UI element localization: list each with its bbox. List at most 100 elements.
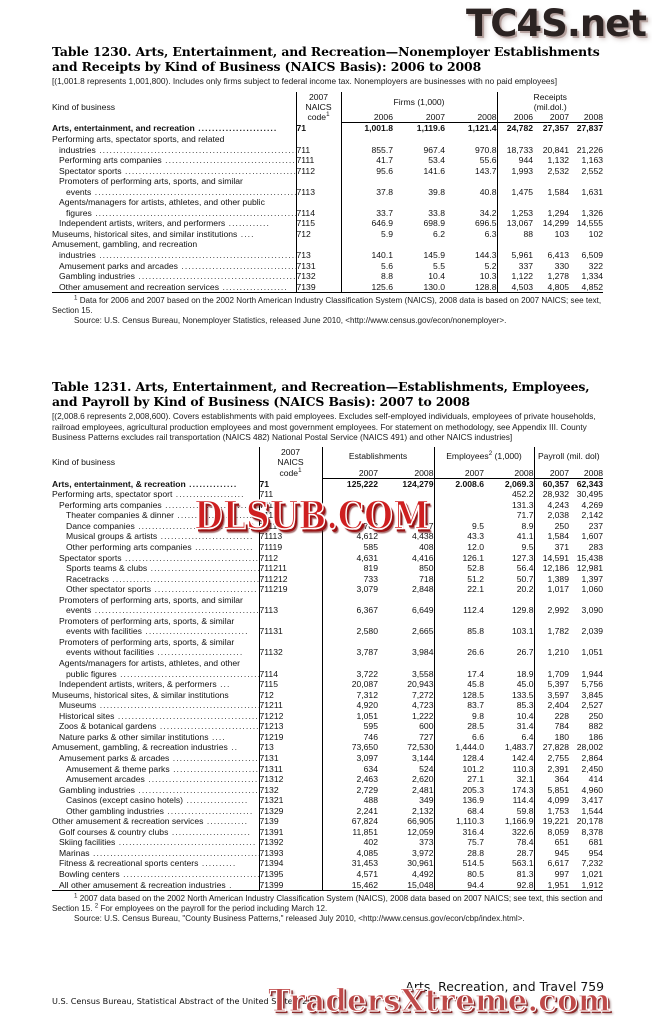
row-value: 12.0 bbox=[433, 542, 484, 553]
row-value bbox=[393, 134, 445, 145]
row-value: 4,920 bbox=[321, 700, 378, 711]
row-naics-code: 7131 bbox=[258, 752, 322, 764]
row-value: 9.5 bbox=[433, 520, 484, 532]
row-label-cell: Performing arts, spectator sport .......… bbox=[52, 489, 259, 500]
row-label-cell: Amusement parks & arcades ..............… bbox=[52, 753, 259, 764]
naics-line1: 2007 bbox=[308, 91, 329, 102]
row-value bbox=[321, 499, 378, 511]
row-label: events without facilities bbox=[66, 647, 154, 658]
row-value: 5,961 bbox=[496, 249, 534, 261]
row-value: 3,144 bbox=[411, 752, 434, 763]
row-label-cell: industries .............................… bbox=[52, 250, 296, 261]
row-value bbox=[533, 615, 569, 627]
row-value: 1,051 bbox=[321, 710, 378, 722]
col-header-year-establishments-2007: 2007 bbox=[321, 466, 378, 479]
row-value: 80.5 bbox=[433, 868, 484, 880]
row-value: 2,404 bbox=[533, 700, 569, 711]
row-value: 1,051 bbox=[581, 647, 604, 658]
row-value: 1,166.9 bbox=[504, 816, 534, 827]
row-label-cell: Promoters of performing arts, sports, & … bbox=[52, 616, 259, 627]
col-header-year-firms-2006: 2006 bbox=[340, 112, 393, 124]
table-1230-body: Arts, entertainment, and recreation ....… bbox=[52, 122, 604, 294]
leader-dots: ............ bbox=[225, 218, 270, 229]
row-value: 6,367 bbox=[321, 605, 378, 616]
row-value: 5,756 bbox=[581, 679, 604, 690]
row-label-cell: Casinos (except casino hotels) .........… bbox=[52, 795, 259, 806]
row-naics-code: 71392 bbox=[258, 837, 322, 848]
row-naics-code: 7114 bbox=[258, 668, 322, 680]
row-value: 1,584 bbox=[547, 186, 570, 197]
row-value: 4,416 bbox=[411, 552, 434, 563]
row-value: 585 bbox=[321, 542, 378, 553]
row-naics-code: 7139 bbox=[258, 816, 322, 827]
table-row: Agents/managers for artists, athletes, a… bbox=[52, 197, 603, 208]
row-value: 2,241 bbox=[321, 805, 378, 817]
row-value: 3,845 bbox=[581, 689, 604, 700]
row-value: 703 bbox=[321, 520, 378, 532]
row-label-cell: Other amusement & recreation services ..… bbox=[52, 816, 259, 827]
row-value bbox=[569, 197, 603, 208]
row-naics-code: 71393 bbox=[258, 847, 322, 859]
row-label: Racetracks bbox=[66, 573, 109, 584]
row-value: 83.7 bbox=[433, 700, 484, 711]
row-value bbox=[321, 510, 378, 521]
row-value: 11,851 bbox=[321, 826, 378, 838]
row-value: 3,787 bbox=[321, 647, 378, 659]
leader-dots: ........................................ bbox=[138, 520, 259, 531]
row-value bbox=[569, 658, 603, 669]
row-value: 34.2 bbox=[479, 207, 497, 218]
row-value: 237 bbox=[588, 520, 604, 531]
row-value: 94.4 bbox=[433, 879, 484, 892]
leader-dots: .............................. bbox=[141, 626, 249, 637]
row-value: 698.9 bbox=[423, 218, 445, 229]
footnote-1-marker: 1 bbox=[74, 892, 78, 900]
leader-dots: ................................. bbox=[147, 563, 259, 574]
leader-dots: ........................................… bbox=[93, 847, 259, 858]
row-value bbox=[393, 197, 445, 208]
table-row: events with facilities .................… bbox=[52, 626, 603, 637]
table-row: Racetracks .............................… bbox=[52, 573, 603, 585]
row-naics-code: 71211 bbox=[258, 700, 322, 711]
row-value bbox=[484, 637, 534, 648]
row-value: 56.4 bbox=[516, 563, 534, 574]
row-value: 651 bbox=[533, 837, 569, 848]
row-label-cell: Independent artists, writers, and perfor… bbox=[52, 218, 296, 229]
row-value: 1,278 bbox=[547, 271, 570, 282]
table-row: Bowling centers ........................… bbox=[52, 868, 603, 880]
row-value bbox=[378, 616, 434, 627]
row-value: 5.6 bbox=[340, 260, 393, 272]
table-1231-header-row-1: Kind of business 2007 NAICS code1 Establ… bbox=[52, 447, 604, 479]
leader-dots: ........................................… bbox=[112, 573, 258, 584]
table-row: Casinos (except casino hotels) .........… bbox=[52, 795, 603, 806]
row-value: 3,558 bbox=[411, 668, 434, 679]
row-value: 15,462 bbox=[321, 879, 378, 892]
row-value bbox=[378, 489, 434, 500]
row-naics-code: 711 bbox=[295, 144, 341, 156]
row-value: 45.8 bbox=[433, 679, 484, 690]
footnote-1-marker: 1 bbox=[74, 294, 78, 302]
col-group-firms: Firms (1,000) bbox=[340, 91, 498, 113]
col-header-naics-code: 2007 NAICS code1 bbox=[295, 91, 341, 123]
row-value: 2,391 bbox=[533, 763, 569, 775]
table-1230-header-row-1: Kind of business 2007 NAICS code1 Firms … bbox=[52, 91, 604, 123]
table-row: Golf courses & country clubs ...........… bbox=[52, 826, 603, 838]
row-value: 488 bbox=[321, 795, 378, 806]
row-value bbox=[433, 636, 484, 648]
row-value: 727 bbox=[419, 731, 434, 742]
row-value: 81.3 bbox=[516, 868, 534, 879]
footnote-1-text: 2007 data based on the 2002 North Americ… bbox=[52, 894, 603, 913]
row-value: 1,389 bbox=[533, 573, 569, 585]
row-label: Museums bbox=[59, 700, 97, 711]
row-label-cell: Agents/managers for artists, athletes, a… bbox=[52, 658, 259, 669]
leader-dots: ......................... bbox=[163, 805, 254, 816]
row-value: 1,334 bbox=[581, 271, 604, 282]
row-value: 2,755 bbox=[533, 752, 569, 764]
row-label-cell: Promoters of performing arts, sports, & … bbox=[52, 637, 259, 648]
table-row: Performing arts, spectator sport .......… bbox=[52, 489, 603, 500]
row-value: 250 bbox=[588, 710, 604, 721]
row-value: 4,960 bbox=[581, 784, 604, 795]
col-group-receipts-label: Receipts bbox=[533, 91, 567, 102]
row-naics-code bbox=[258, 636, 322, 648]
row-value: 1,294 bbox=[547, 207, 570, 218]
row-value: 8,059 bbox=[533, 826, 569, 838]
